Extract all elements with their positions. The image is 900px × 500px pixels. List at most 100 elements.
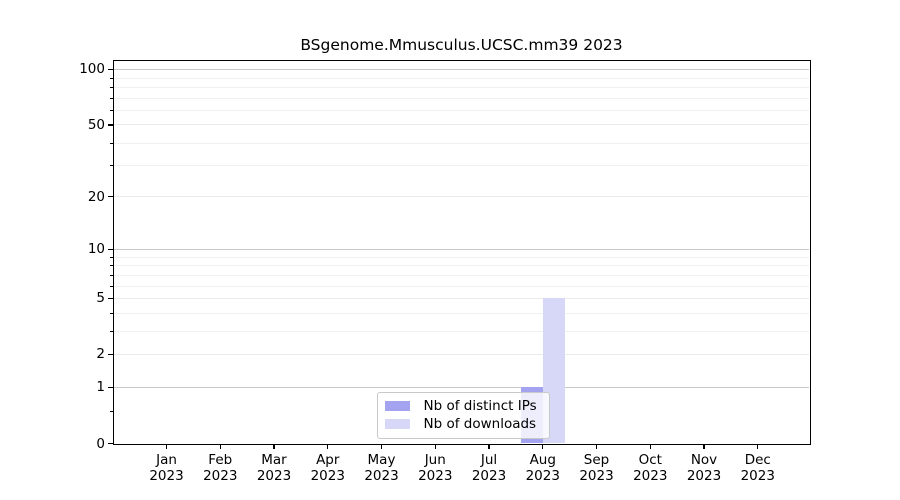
x-tick-label-line: Dec [744,451,771,468]
y-tick-minor [110,313,113,315]
x-tick [757,444,759,449]
legend-swatch-distinct-ips [384,401,410,412]
y-tick-minor [110,410,113,412]
x-tick-label-line: Oct [638,451,662,468]
x-tick [595,444,598,449]
y-tick-label: 10 [87,241,105,258]
y-tick-label: 0 [96,435,105,452]
y-tick-minor [110,256,113,258]
x-tick-label-line: 2023 [149,468,184,484]
y-tick [108,442,113,445]
y-tick-label: 20 [87,188,105,205]
x-tick [649,444,651,449]
y-tick-label: 5 [96,290,105,307]
legend-label-distinct-ips: Nb of distinct IPs [423,398,537,415]
y-gridline-minor [114,110,809,112]
x-tick-label: Jun 2023 [405,452,465,485]
y-tick [108,386,113,389]
x-tick-label-line: 2023 [686,468,722,484]
x-tick-label-line: 2023 [418,468,453,484]
x-tick [380,444,383,449]
y-tick [108,196,113,198]
y-tick-minor [110,98,113,100]
y-tick-label: 2 [96,346,105,363]
y-gridline-minor [114,285,809,287]
y-tick [108,353,113,356]
y-gridline-minor [114,165,809,167]
y-gridline-minor [114,98,809,100]
x-tick [273,444,275,449]
y-gridline [114,68,809,70]
x-tick-label-line: 2023 [633,468,668,484]
y-gridline [114,124,809,126]
x-tick-label-line: 2023 [471,468,507,484]
x-tick-label: Feb 2023 [190,452,250,485]
x-tick-label-line: Feb [208,451,233,468]
y-gridline [114,386,809,388]
y-gridline [114,353,809,355]
x-tick [542,444,544,449]
x-tick-label-line: Jan [156,451,177,468]
x-tick-label: Sep 2023 [567,452,627,485]
x-tick-label: Jul 2023 [459,452,519,485]
y-gridline-minor [114,142,809,144]
y-gridline-minor [114,87,809,89]
y-gridline-minor [114,77,809,79]
x-tick-label: Jan 2023 [137,452,197,485]
x-tick-label-line: Jul [480,451,498,468]
x-tick-label-line: 2023 [525,468,560,484]
x-tick [327,444,329,449]
x-tick [434,444,436,449]
x-tick-label-line: May [367,451,396,468]
x-tick-label-line: 2023 [256,468,292,484]
y-gridline-minor [114,274,809,276]
y-tick-label: 50 [87,116,105,133]
x-tick [703,444,705,449]
x-tick-label-line: 2023 [310,468,345,484]
y-tick-label: 1 [96,379,105,396]
y-gridline-minor [114,265,809,267]
x-tick-label: Nov 2023 [674,452,734,485]
y-gridline-minor [114,313,809,315]
x-tick-label-line: Mar [261,451,287,468]
x-tick-label-line: 2023 [579,468,614,484]
y-tick-minor [110,285,113,287]
x-tick-label: Oct 2023 [620,452,680,485]
y-gridline [114,248,809,250]
chart-title: BSgenome.Mmusculus.UCSC.mm39 2023 [300,36,623,54]
legend: Nb of distinct IPs Nb of downloads [376,391,550,439]
legend-label-downloads: Nb of downloads [423,415,537,432]
y-tick-minor [110,331,113,333]
x-tick [219,444,221,449]
x-tick-label-line: Sep [583,451,610,468]
y-tick-minor [110,265,113,267]
x-tick-label: Mar 2023 [244,452,304,485]
y-tick-minor [110,165,113,167]
y-gridline-minor [114,331,809,333]
y-tick [108,297,113,299]
x-tick-label: May 2023 [352,452,412,485]
x-tick-label: Dec 2023 [728,452,788,485]
y-gridline [114,297,809,299]
legend-swatch-downloads [384,418,410,429]
y-tick [108,124,113,126]
x-tick-label-line: Jun [424,451,446,468]
x-tick [165,444,168,449]
legend-item-downloads: Nb of downloads [384,415,541,433]
x-tick-label-line: 2023 [364,468,399,484]
x-tick-label-line: 2023 [203,468,238,484]
x-tick [488,444,490,449]
x-tick-label: Aug 2023 [513,452,573,485]
y-gridline [114,196,809,198]
x-tick-label-line: 2023 [740,468,775,484]
legend-item-distinct-ips: Nb of distinct IPs [384,398,541,416]
y-gridline-minor [114,256,809,258]
y-tick [108,248,113,250]
y-tick-minor [110,274,113,276]
x-tick-label-line: Aug [529,451,556,468]
y-tick [108,68,113,71]
y-tick-minor [110,87,113,89]
x-tick-label-line: Apr [316,451,340,468]
